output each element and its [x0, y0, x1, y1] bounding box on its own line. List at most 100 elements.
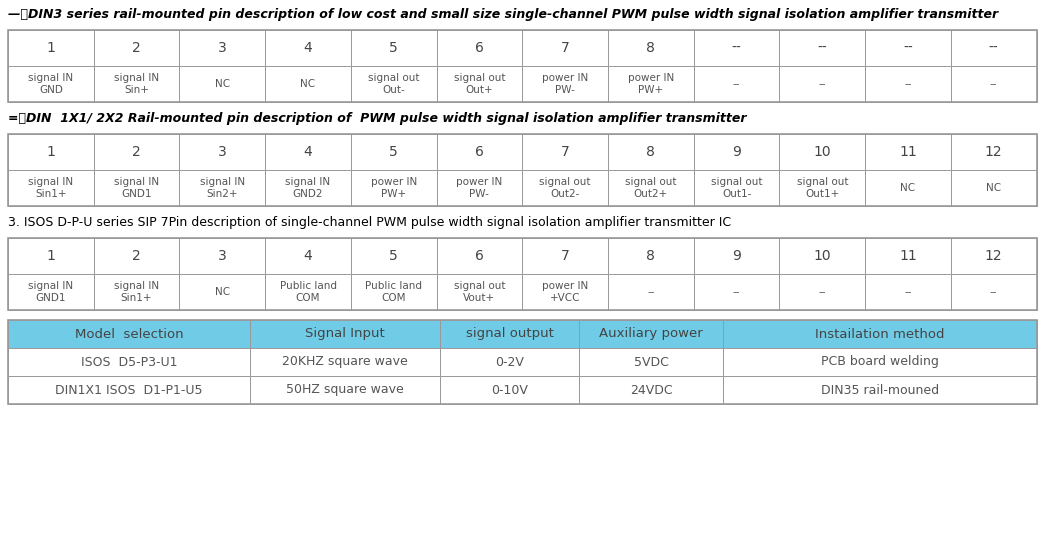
Bar	[8, 238, 94, 274]
Text: 1: 1	[46, 145, 55, 159]
Bar	[522, 170, 608, 206]
Bar	[94, 66, 180, 102]
Text: 0-2V: 0-2V	[495, 356, 525, 369]
Bar	[8, 30, 94, 66]
Bar	[522, 134, 608, 170]
Text: 3: 3	[218, 249, 227, 263]
Bar	[694, 66, 780, 102]
Bar	[8, 30, 1037, 102]
Text: --: --	[818, 287, 826, 297]
Text: --: --	[733, 79, 740, 89]
Text: Public land
COM: Public land COM	[365, 281, 422, 303]
Bar	[608, 134, 694, 170]
Text: --: --	[903, 41, 913, 55]
Text: 5: 5	[390, 145, 398, 159]
Bar	[780, 170, 865, 206]
Text: 4: 4	[304, 249, 312, 263]
Text: 20KHZ square wave: 20KHZ square wave	[282, 356, 408, 369]
Text: --: --	[818, 79, 826, 89]
Text: --: --	[990, 287, 998, 297]
Text: signal out
Out2+: signal out Out2+	[625, 177, 676, 199]
Text: power IN
PW+: power IN PW+	[628, 73, 674, 95]
Text: 4: 4	[304, 41, 312, 55]
Bar	[522, 274, 608, 310]
Bar	[437, 238, 522, 274]
Text: Instailation method: Instailation method	[815, 327, 945, 340]
Text: 10: 10	[813, 145, 831, 159]
Bar	[8, 66, 94, 102]
Text: 7: 7	[561, 249, 570, 263]
Bar	[865, 238, 951, 274]
Text: power IN
PW+: power IN PW+	[371, 177, 417, 199]
Text: signal IN
GND: signal IN GND	[28, 73, 73, 95]
Bar	[951, 274, 1037, 310]
Text: 2: 2	[133, 145, 141, 159]
Text: 9: 9	[733, 145, 741, 159]
Text: 2: 2	[133, 41, 141, 55]
Bar	[865, 134, 951, 170]
Bar	[94, 274, 180, 310]
Bar	[180, 274, 265, 310]
Bar	[437, 66, 522, 102]
Text: signal out
Out1+: signal out Out1+	[796, 177, 849, 199]
Bar	[608, 274, 694, 310]
Bar	[265, 30, 351, 66]
Text: --: --	[990, 79, 998, 89]
Bar	[265, 66, 351, 102]
Bar	[865, 274, 951, 310]
Bar	[440, 348, 579, 376]
Text: signal IN
GND1: signal IN GND1	[28, 281, 73, 303]
Text: 10: 10	[813, 249, 831, 263]
Bar	[437, 30, 522, 66]
Text: --: --	[647, 287, 654, 297]
Bar	[951, 134, 1037, 170]
Bar	[265, 170, 351, 206]
Text: power IN
PW-: power IN PW-	[542, 73, 588, 95]
Bar	[780, 238, 865, 274]
Text: 8: 8	[647, 249, 655, 263]
Bar	[437, 170, 522, 206]
Bar	[780, 274, 865, 310]
Bar	[865, 66, 951, 102]
Text: signal out
Out-: signal out Out-	[368, 73, 419, 95]
Text: signal out
Out1-: signal out Out1-	[711, 177, 763, 199]
Bar	[865, 30, 951, 66]
Text: 11: 11	[899, 145, 916, 159]
Bar	[8, 376, 250, 404]
Text: Model  selection: Model selection	[74, 327, 183, 340]
Text: 6: 6	[475, 41, 484, 55]
Text: Auxiliary power: Auxiliary power	[599, 327, 703, 340]
Bar	[723, 348, 1037, 376]
Bar	[94, 170, 180, 206]
Bar	[250, 320, 440, 348]
Bar	[608, 170, 694, 206]
Text: signal IN
GND2: signal IN GND2	[285, 177, 330, 199]
Bar	[265, 238, 351, 274]
Text: --: --	[732, 41, 742, 55]
Text: signal IN
Sin2+: signal IN Sin2+	[200, 177, 245, 199]
Bar	[780, 30, 865, 66]
Bar	[180, 30, 265, 66]
Bar	[437, 274, 522, 310]
Text: NC: NC	[301, 79, 316, 89]
Bar	[8, 320, 250, 348]
Text: 12: 12	[985, 249, 1002, 263]
Text: 7: 7	[561, 41, 570, 55]
Bar	[522, 66, 608, 102]
Text: 9: 9	[733, 249, 741, 263]
Text: power IN
PW-: power IN PW-	[457, 177, 503, 199]
Bar	[608, 30, 694, 66]
Bar	[522, 238, 608, 274]
Text: signal IN
Sin1+: signal IN Sin1+	[28, 177, 73, 199]
Bar	[351, 238, 437, 274]
Bar	[440, 376, 579, 404]
Text: Public land
COM: Public land COM	[279, 281, 336, 303]
Bar	[180, 238, 265, 274]
Text: power IN
+VCC: power IN +VCC	[542, 281, 588, 303]
Bar	[723, 376, 1037, 404]
Text: 5: 5	[390, 41, 398, 55]
Bar	[951, 66, 1037, 102]
Text: —、DIN3 series rail-mounted pin description of low cost and small size single-cha: —、DIN3 series rail-mounted pin descripti…	[8, 8, 998, 21]
Bar	[440, 320, 579, 348]
Bar	[865, 170, 951, 206]
